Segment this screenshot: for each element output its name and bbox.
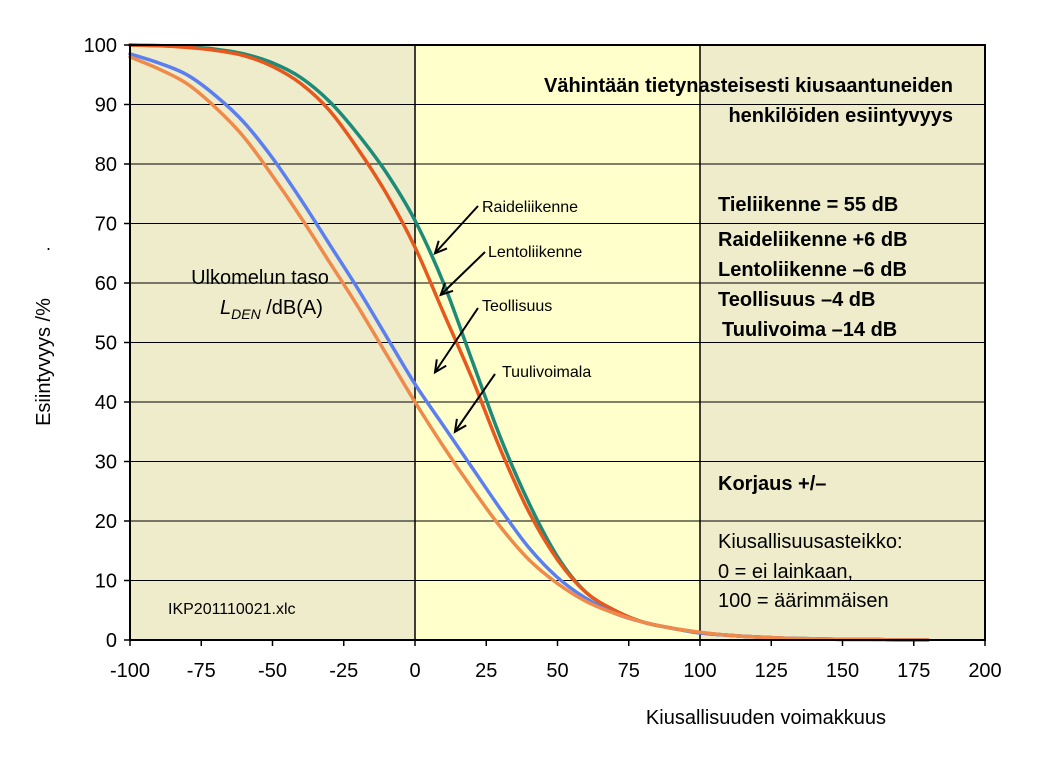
level-label-line-2: LDEN /dB(A)	[220, 297, 323, 322]
y-tick-label-10: 10	[95, 571, 117, 593]
annotation-arrow-head-0	[433, 240, 448, 256]
y-tick-label-0: 0	[106, 630, 117, 652]
y-tick-label-40: 40	[95, 392, 117, 414]
x-tick-label-50: 50	[546, 660, 568, 682]
series-label-tuulivoimala: Tuulivoimala	[502, 364, 591, 381]
series-label-lentoliikenne: Lentoliikenne	[488, 244, 582, 261]
annotation-arrow-head-1	[439, 282, 454, 297]
x-tick-label-175: 175	[897, 660, 930, 682]
level-label-line-1: Ulkomelun taso	[191, 267, 329, 289]
chart-title-line-2: henkilöiden esiintyvyys	[728, 105, 953, 127]
scale-line-2: 0 = ei lainkaan,	[718, 561, 853, 583]
y-tick-label-20: 20	[95, 511, 117, 533]
y-tick-label-50: 50	[95, 333, 117, 355]
correction-lentoliikenne: Lentoliikenne –6 dB	[718, 259, 907, 281]
annotation-arrows	[433, 205, 496, 434]
x-tick-label--50: -50	[258, 660, 287, 682]
series-label-teollisuus: Teollisuus	[482, 298, 552, 315]
correction-raideliikenne: Raideliikenne +6 dB	[718, 229, 908, 251]
level-label-subscript: DEN	[231, 306, 261, 322]
x-tick-label-200: 200	[968, 660, 1001, 682]
y-tick-label-100: 100	[84, 35, 117, 57]
annotation-arrow-head-2	[433, 359, 447, 375]
y-tick-label-30: 30	[95, 452, 117, 474]
series-label-raideliikenne: Raideliikenne	[482, 199, 578, 216]
level-label-unit: /dB(A)	[261, 297, 323, 319]
y-tick-label-70: 70	[95, 214, 117, 236]
y-tick-labels: 0 10 20 30 40 50 60 70 80 90 100	[84, 35, 117, 652]
chart-title-line-1: Vähintään tietynasteisesti kiusaantuneid…	[544, 75, 953, 97]
x-tick-label--25: -25	[329, 660, 358, 682]
x-tick-label-125: 125	[755, 660, 788, 682]
x-tick-label--100: -100	[110, 660, 150, 682]
x-tick-label-100: 100	[683, 660, 716, 682]
x-axis-label: Kiusallisuuden voimakkuus	[646, 707, 886, 729]
level-label-symbol: L	[220, 297, 231, 319]
x-tick-label-0: 0	[409, 660, 420, 682]
x-tick-label-75: 75	[618, 660, 640, 682]
axes	[124, 44, 986, 646]
x-tick-label-25: 25	[475, 660, 497, 682]
correction-teollisuus: Teollisuus –4 dB	[718, 289, 875, 311]
annotation-arrow-line-1	[439, 251, 486, 296]
annotation-arrow-line-3	[454, 373, 496, 433]
correction-tuulivoima: Tuulivoima –14 dB	[722, 319, 897, 341]
x-tick-label-150: 150	[826, 660, 859, 682]
scale-line-3: 100 = äärimmäisen	[718, 590, 889, 612]
annotation-arrow-line-0	[434, 205, 479, 254]
y-tick-label-60: 60	[95, 273, 117, 295]
y-tick-label-90: 90	[95, 95, 117, 117]
annotation-arrow-line-2	[434, 307, 479, 373]
scale-line-1: Kiusallisuusasteikko:	[718, 531, 903, 553]
correction-header: Korjaus +/–	[718, 473, 826, 495]
y-tick-label-80: 80	[95, 154, 117, 176]
series-line-tuulivoimala	[128, 55, 930, 642]
x-tick-label--75: -75	[187, 660, 216, 682]
file-label: IKP201110021.xlc	[168, 601, 296, 618]
annotation-arrow-head-3	[453, 418, 467, 434]
stray-mark: .	[46, 234, 51, 254]
correction-tieliikenne: Tieliikenne = 55 dB	[718, 194, 898, 216]
x-tick-labels: -100 -75 -50 -25 0 25 50 75 100 125 150 175 200	[110, 660, 1002, 682]
series-lines	[128, 43, 930, 642]
y-axis-label: Esiintyvyys /%	[33, 298, 55, 426]
